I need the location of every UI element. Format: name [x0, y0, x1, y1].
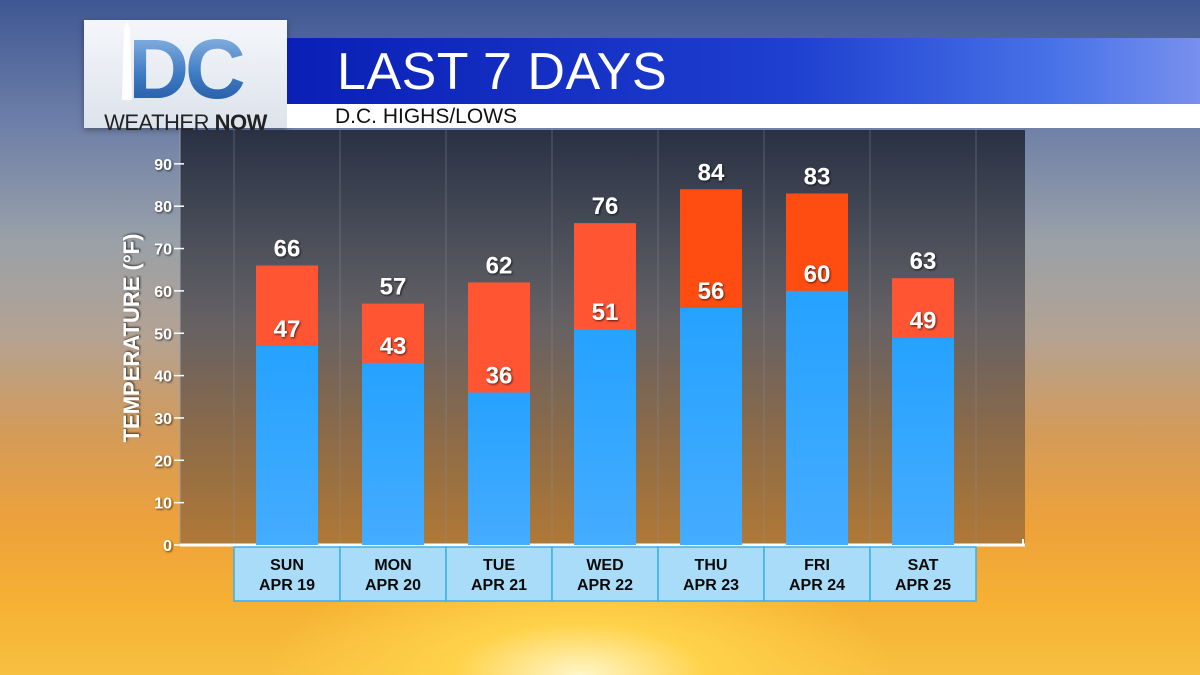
page-title: LAST 7 DAYS [337, 43, 668, 101]
date-label: APR 25 [895, 577, 951, 594]
y-tick-label: 50 [154, 326, 172, 343]
monument-tip [124, 22, 130, 28]
low-value-label: 43 [380, 333, 407, 360]
subtitle-bar: D.C. HIGHS/LOWS [287, 104, 1200, 128]
low-bar [468, 392, 530, 545]
date-label: APR 22 [577, 577, 633, 594]
high-value-label: 84 [698, 159, 725, 186]
high-bar [680, 189, 742, 308]
low-value-label: 51 [592, 299, 619, 326]
page-subtitle: D.C. HIGHS/LOWS [335, 105, 518, 128]
y-tick-label: 70 [154, 242, 172, 259]
high-value-label: 83 [804, 163, 831, 190]
y-axis-title: TEMPERATURE (°F) [119, 234, 144, 443]
logo-letters: DC [128, 22, 244, 112]
high-value-label: 63 [910, 248, 937, 275]
high-bar [574, 223, 636, 330]
y-tick-label: 10 [154, 496, 172, 513]
day-label: WED [586, 557, 623, 574]
y-tick-label: 40 [154, 369, 172, 386]
low-value-label: 60 [804, 261, 831, 288]
date-box [869, 546, 977, 602]
day-label: MON [374, 557, 411, 574]
y-tick-label: 80 [154, 199, 172, 216]
y-tick-label: 0 [163, 538, 172, 555]
high-bar [892, 278, 954, 338]
title-bar: LAST 7 DAYS [287, 38, 1200, 104]
low-bar [680, 307, 742, 545]
date-label: APR 20 [365, 577, 421, 594]
low-bar [892, 337, 954, 545]
day-label: FRI [804, 557, 830, 574]
date-box [339, 546, 447, 602]
logo-line2: NOW [214, 110, 268, 135]
date-box [763, 546, 871, 602]
dc-logo-graphic: DC [122, 22, 248, 112]
date-box [657, 546, 765, 602]
high-value-label: 62 [486, 252, 513, 279]
y-tick-label: 60 [154, 284, 172, 301]
day-label: TUE [483, 557, 515, 574]
dc-weather-now-logo: DC WEATHER NOW [84, 20, 287, 134]
y-tick-label: 20 [154, 453, 172, 470]
low-value-label: 36 [486, 363, 513, 390]
y-tick-label: 90 [154, 157, 172, 174]
logo-text: WEATHER NOW [84, 112, 287, 134]
day-label: SUN [270, 557, 304, 574]
day-label: THU [695, 557, 728, 574]
date-label: APR 19 [259, 577, 315, 594]
date-label: APR 23 [683, 577, 739, 594]
high-value-label: 66 [274, 235, 301, 262]
high-value-label: 76 [592, 193, 619, 220]
low-bar [786, 290, 848, 545]
high-bar [468, 282, 530, 393]
date-label: APR 24 [789, 577, 845, 594]
high-bar [256, 265, 318, 346]
day-label: SAT [908, 557, 939, 574]
low-value-label: 56 [698, 278, 725, 305]
low-value-label: 47 [274, 316, 301, 343]
low-bar [362, 362, 424, 545]
low-bar [256, 345, 318, 545]
low-value-label: 49 [910, 307, 937, 334]
low-bar [574, 329, 636, 545]
monument-icon [122, 28, 132, 100]
date-box [445, 546, 553, 602]
date-box [233, 546, 341, 602]
y-tick-label: 30 [154, 411, 172, 428]
date-box [551, 546, 659, 602]
date-label: APR 21 [471, 577, 527, 594]
high-bar [362, 303, 424, 363]
high-value-label: 57 [380, 274, 407, 301]
logo-line1: WEATHER [104, 110, 209, 135]
high-bar [786, 193, 848, 291]
